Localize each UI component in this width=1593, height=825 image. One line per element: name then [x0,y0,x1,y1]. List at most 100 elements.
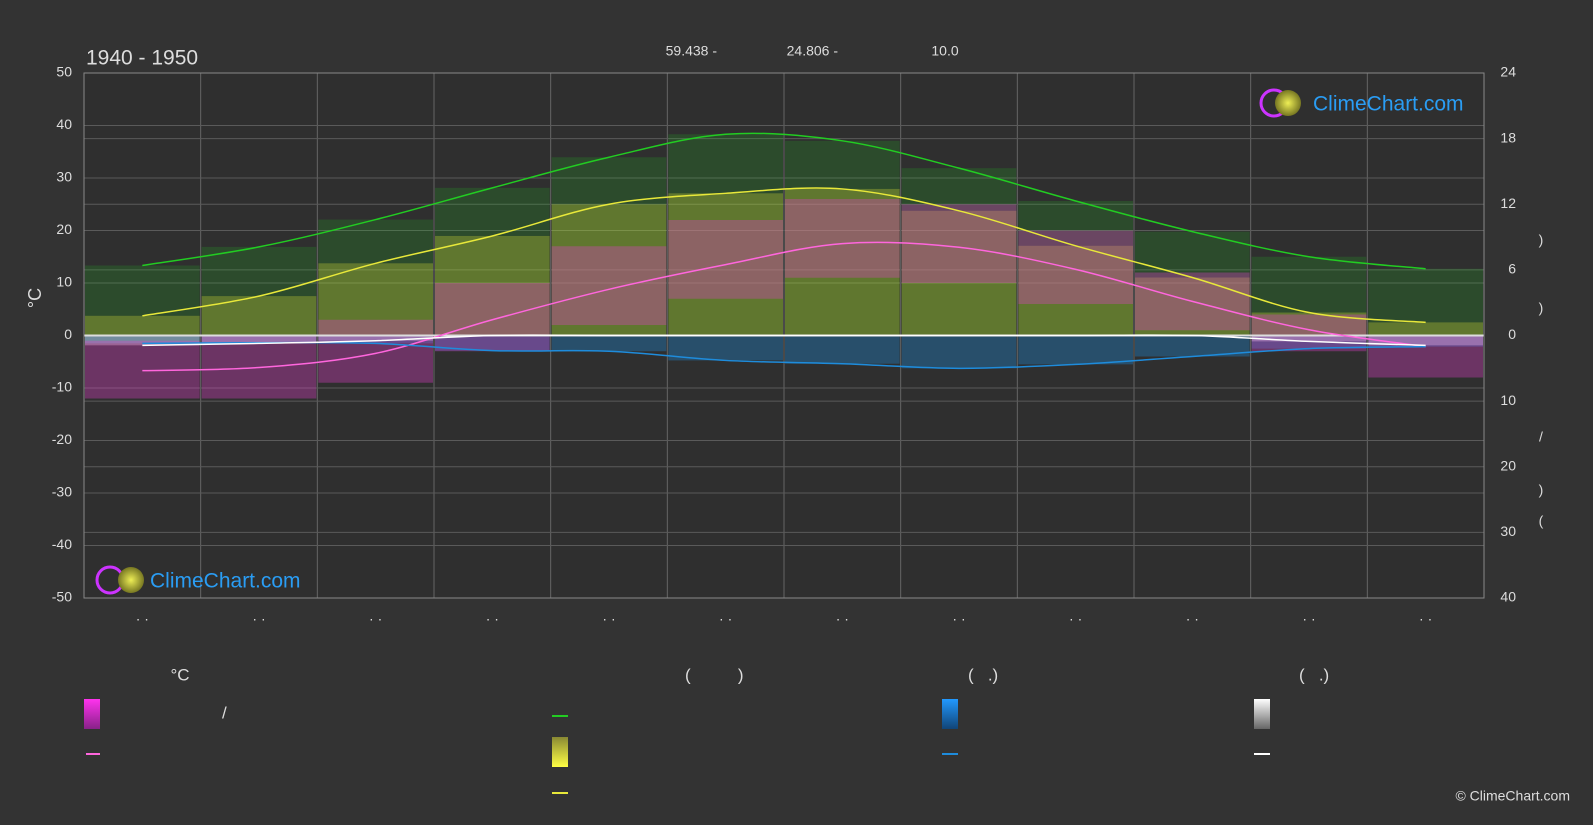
bar [318,263,433,336]
bar [85,315,200,336]
x-tick-label: · · [1186,611,1199,627]
bar [901,168,1017,336]
logo-sun [1275,90,1301,116]
y3-tick-label: 10 [1500,392,1516,408]
copyright: © ClimeChart.com [1455,788,1570,804]
bar [435,335,550,351]
y-tick-label: 40 [56,116,72,132]
legend-swatch [84,699,100,729]
bar [318,219,433,336]
header-stat: 59.438 - [666,43,718,59]
bar [85,265,200,336]
series-line [142,132,1426,270]
temperature-range [551,246,667,325]
series-line [142,341,1426,370]
logo: ClimeChart.com [1259,88,1464,118]
y2-label-part: ) [1539,300,1544,316]
temperature-range [1368,335,1483,378]
legend-header: ( .) [968,665,998,684]
x-tick-label: · · [952,611,965,627]
y2-label-part: ) [1539,482,1544,498]
y-tick-label: -30 [52,484,72,500]
y2-tick-label: 6 [1508,261,1516,277]
y-tick-label: -40 [52,536,72,552]
legend-swatch [1254,699,1270,729]
bar [1251,335,1367,342]
y-tick-label: -10 [52,379,72,395]
y-tick-label: 50 [56,64,72,80]
bar [551,204,667,336]
bar [785,188,900,336]
legend-text: / [222,703,227,722]
logo-text: ClimeChart.com [1313,93,1464,116]
temperature-range [435,283,550,352]
y3-tick-label: 20 [1500,457,1516,473]
x-tick-label: · · [602,611,615,627]
y2-tick-label: 18 [1500,129,1516,145]
y-tick-label: 10 [56,274,72,290]
bar [201,335,317,343]
y2-tick-label: 12 [1500,195,1516,211]
bar [551,157,667,336]
bar [668,134,783,336]
bar [1135,335,1250,357]
series-line [142,187,1426,324]
y-tick-label: 30 [56,169,72,185]
x-tick-label: · · [719,611,732,627]
bar [201,296,317,336]
y2-label-part: / [1539,429,1543,445]
bar [1368,335,1483,346]
x-tick-label: · · [1419,611,1432,627]
y-tick-label: 20 [56,221,72,237]
bar [901,210,1017,336]
plot-area: -50 -40 -30 -20 -10 0 10 20 30 40 50 0 6 12 18 24 10 20 30… [52,64,1516,627]
bar [85,335,200,346]
y-tick-label: 0 [64,326,72,342]
y3-tick-label: 40 [1500,589,1516,605]
y2-label-part: ( [1539,513,1544,529]
bar [318,335,433,344]
bar [435,187,550,336]
bar [1251,312,1367,336]
x-tick-label: · · [252,611,265,627]
bar [1368,268,1483,336]
bar [1251,256,1367,336]
header-stat: 24.806 - [787,43,839,59]
bar [1135,277,1250,336]
logo-sun [118,567,144,593]
bar [551,335,667,352]
legend-header: °C [170,665,189,684]
y-axis-label: °C [25,288,45,308]
x-tick-label: · · [836,611,849,627]
y3-tick-label: 30 [1500,523,1516,539]
bar [1135,231,1250,336]
y2-tick-label: 24 [1500,64,1516,80]
x-tick-label: · · [369,611,382,627]
y-tick-label: -50 [52,589,72,605]
y2-label-part: ) [1539,232,1544,248]
bar [1368,335,1483,347]
x-tick-label: · · [1302,611,1315,627]
y-tick-label: -20 [52,431,72,447]
legend-swatch [942,699,958,729]
temperature-range [1251,314,1367,352]
bar [1018,200,1133,336]
bar [1018,335,1133,365]
chart-title: 1940 - 1950 [86,47,198,70]
temperature-range [318,319,433,383]
x-tick-label: · · [1069,611,1082,627]
bar [201,335,317,344]
logo-text: ClimeChart.com [150,570,301,593]
legend-header: ( ) [685,665,744,684]
logo: ClimeChart.com [95,565,301,595]
y2-tick-label: 0 [1508,326,1516,342]
series-line [142,334,1426,347]
bar [785,335,900,364]
bar [785,140,900,336]
bar [435,235,550,336]
bar [318,335,433,341]
legend-swatch [552,737,568,767]
bar [201,246,317,336]
series-line [142,241,1426,372]
